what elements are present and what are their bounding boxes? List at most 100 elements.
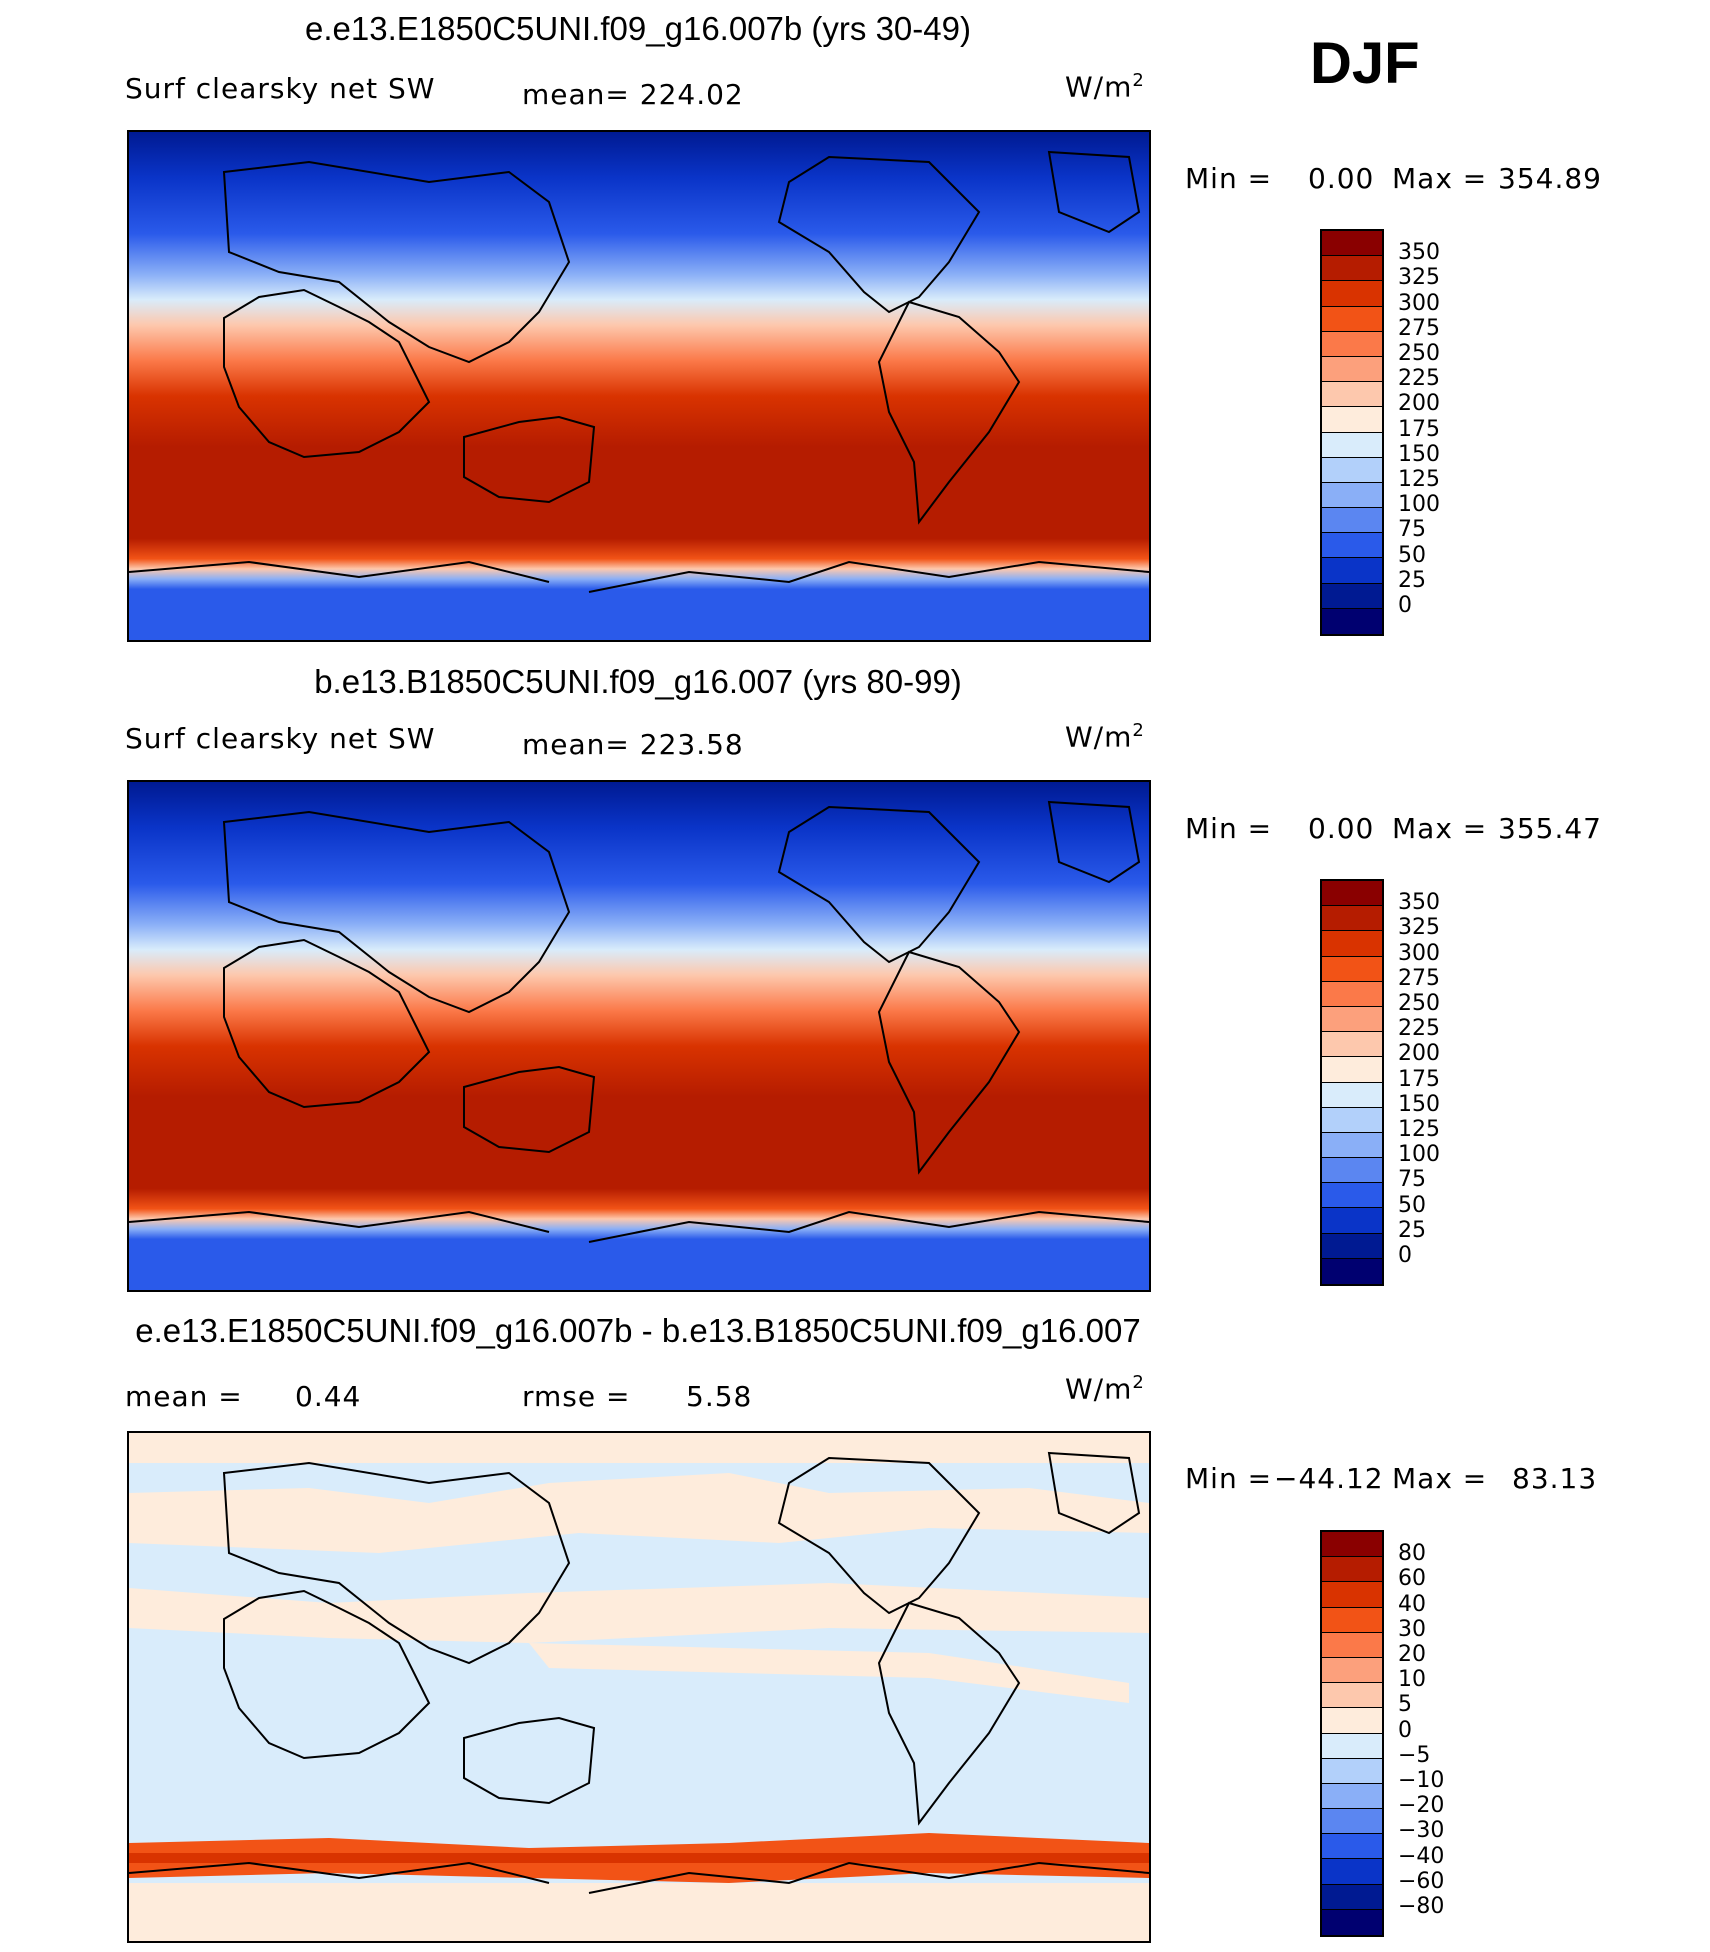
colorbar-segment (1322, 931, 1382, 957)
colorbar-segment (1322, 1632, 1382, 1658)
panel2-title: b.e13.B1850C5UNI.f09_g16.007 (yrs 80-99) (314, 663, 962, 700)
colorbar-segment (1322, 508, 1382, 534)
colorbar-segment (1322, 1834, 1382, 1860)
colorbar-segment (1322, 1557, 1382, 1583)
colorbar-segment (1322, 956, 1382, 982)
colorbar-segment (1322, 1708, 1382, 1734)
colorbar-segment (1322, 1057, 1382, 1083)
panel3-rmse-value: 5.58 (686, 1380, 753, 1413)
colorbar-segment (1322, 407, 1382, 433)
panel1-variable: Surf clearsky net SW (125, 72, 436, 105)
panel3-min-value: −44.12 (1274, 1462, 1384, 1495)
colorbar-segment (1322, 1884, 1382, 1910)
colorbar-segment (1322, 256, 1382, 282)
colorbar-tick-label: −80 (1398, 1894, 1445, 1919)
colorbar-tick-label: 0 (1398, 1243, 1412, 1268)
colorbar-segment (1322, 1657, 1382, 1684)
colorbar-segment (1322, 558, 1382, 584)
colorbar-segment (1322, 281, 1382, 307)
colorbar-segment (1322, 1158, 1382, 1184)
panel3-max-label: Max = (1392, 1462, 1488, 1495)
colorbar-tick-label: 275 (1398, 965, 1440, 991)
colorbar-segment (1322, 457, 1382, 483)
colorbar-tick-label: 75 (1398, 517, 1426, 543)
panel2-min-label: Min = (1185, 812, 1273, 845)
colorbar-tick-label: 225 (1398, 1016, 1440, 1042)
panel1-title: e.e13.E1850C5UNI.f09_g16.007b (yrs 30-49… (305, 10, 971, 47)
colorbar-segment (1322, 1258, 1382, 1284)
colorbar-segment (1322, 1082, 1382, 1108)
colorbar-tick-label: 225 (1398, 366, 1440, 392)
colorbar-segment (1322, 1006, 1382, 1033)
colorbar-tick-label: 100 (1398, 492, 1440, 518)
colorbar-tick-label: 125 (1398, 1117, 1440, 1142)
colorbar-tick-label: 300 (1398, 290, 1440, 316)
colorbar-segment (1322, 1607, 1382, 1633)
colorbar-tick-label: 25 (1398, 1217, 1426, 1243)
panel1-min-value: 0.00 (1308, 162, 1375, 195)
panel2-min-value: 0.00 (1308, 812, 1375, 845)
colorbar-tick-label: 0 (1398, 1717, 1412, 1743)
panel2-coastlines (129, 800, 1149, 1243)
colorbar-segment (1322, 382, 1382, 408)
panel1-field (129, 132, 1149, 640)
colorbar-segment (1322, 1107, 1382, 1133)
colorbar-segment (1322, 231, 1382, 257)
panel1-map (127, 130, 1151, 642)
panel3-min-label: Min = (1185, 1462, 1273, 1495)
colorbar-tick-label: 100 (1398, 1142, 1440, 1168)
colorbar-tick-label: −20 (1398, 1793, 1445, 1819)
colorbar-tick-label: −60 (1398, 1868, 1445, 1894)
colorbar-segment (1322, 1859, 1382, 1885)
colorbar-tick-label: 175 (1398, 416, 1440, 442)
colorbar-tick-label: 150 (1398, 1091, 1440, 1117)
panel1-coastlines (129, 150, 1149, 593)
panel1-mean: mean= 224.02 (522, 78, 744, 111)
panel2-field (129, 782, 1149, 1290)
colorbar-segment (1322, 1183, 1382, 1209)
colorbar-segment (1322, 331, 1382, 357)
colorbar-segment (1322, 306, 1382, 332)
colorbar-tick-label: −40 (1398, 1843, 1445, 1869)
colorbar-segment (1322, 432, 1382, 458)
colorbar-tick-label: −10 (1398, 1768, 1445, 1793)
panel2-max-label: Max = (1392, 812, 1488, 845)
panel2-max-value: 355.47 (1498, 812, 1602, 845)
colorbar-segment (1322, 356, 1382, 383)
panel1-field-fill (129, 132, 1149, 640)
colorbar-segment (1322, 482, 1382, 509)
colorbar-tick-label: −30 (1398, 1818, 1445, 1844)
panel1-units: W/m2 (1065, 70, 1145, 104)
colorbar-tick-label: 50 (1398, 542, 1426, 568)
colorbar-tick-label: −5 (1398, 1742, 1431, 1768)
colorbar-segment (1322, 981, 1382, 1007)
panel3-max-value: 83.13 (1512, 1462, 1598, 1495)
colorbar-segment (1322, 906, 1382, 932)
colorbar-segment (1322, 1233, 1382, 1259)
colorbar-segment (1322, 1582, 1382, 1608)
colorbar-tick-label: 275 (1398, 315, 1440, 341)
panel3-mean-value: 0.44 (295, 1380, 362, 1413)
panel3-rmse-label: rmse = (522, 1380, 631, 1413)
panel2-units: W/m2 (1065, 720, 1145, 754)
panel2-field-fill (129, 782, 1149, 1290)
colorbar-segment (1322, 583, 1382, 609)
colorbar-tick-label: 40 (1398, 1591, 1426, 1617)
colorbar-segment (1322, 1758, 1382, 1784)
panel1-max-value: 354.89 (1498, 162, 1602, 195)
colorbar-tick-label: 250 (1398, 991, 1440, 1016)
colorbar-tick-label: 150 (1398, 441, 1440, 467)
panel2-variable: Surf clearsky net SW (125, 722, 436, 755)
colorbar-tick-label: 75 (1398, 1167, 1426, 1193)
colorbar-tick-label: 5 (1398, 1692, 1412, 1718)
colorbar-segment (1322, 1032, 1382, 1058)
season-label: DJF (1310, 31, 1420, 96)
colorbar-segment (1322, 881, 1382, 907)
colorbar-tick-label: 200 (1398, 1041, 1440, 1067)
colorbar-segment (1322, 533, 1382, 559)
colorbar-tick-label: 325 (1398, 915, 1440, 941)
panel3-field (129, 1433, 1149, 1941)
colorbar-tick-label: 250 (1398, 341, 1440, 366)
colorbar-tick-label: 125 (1398, 467, 1440, 492)
panel1-min-label: Min = (1185, 162, 1273, 195)
